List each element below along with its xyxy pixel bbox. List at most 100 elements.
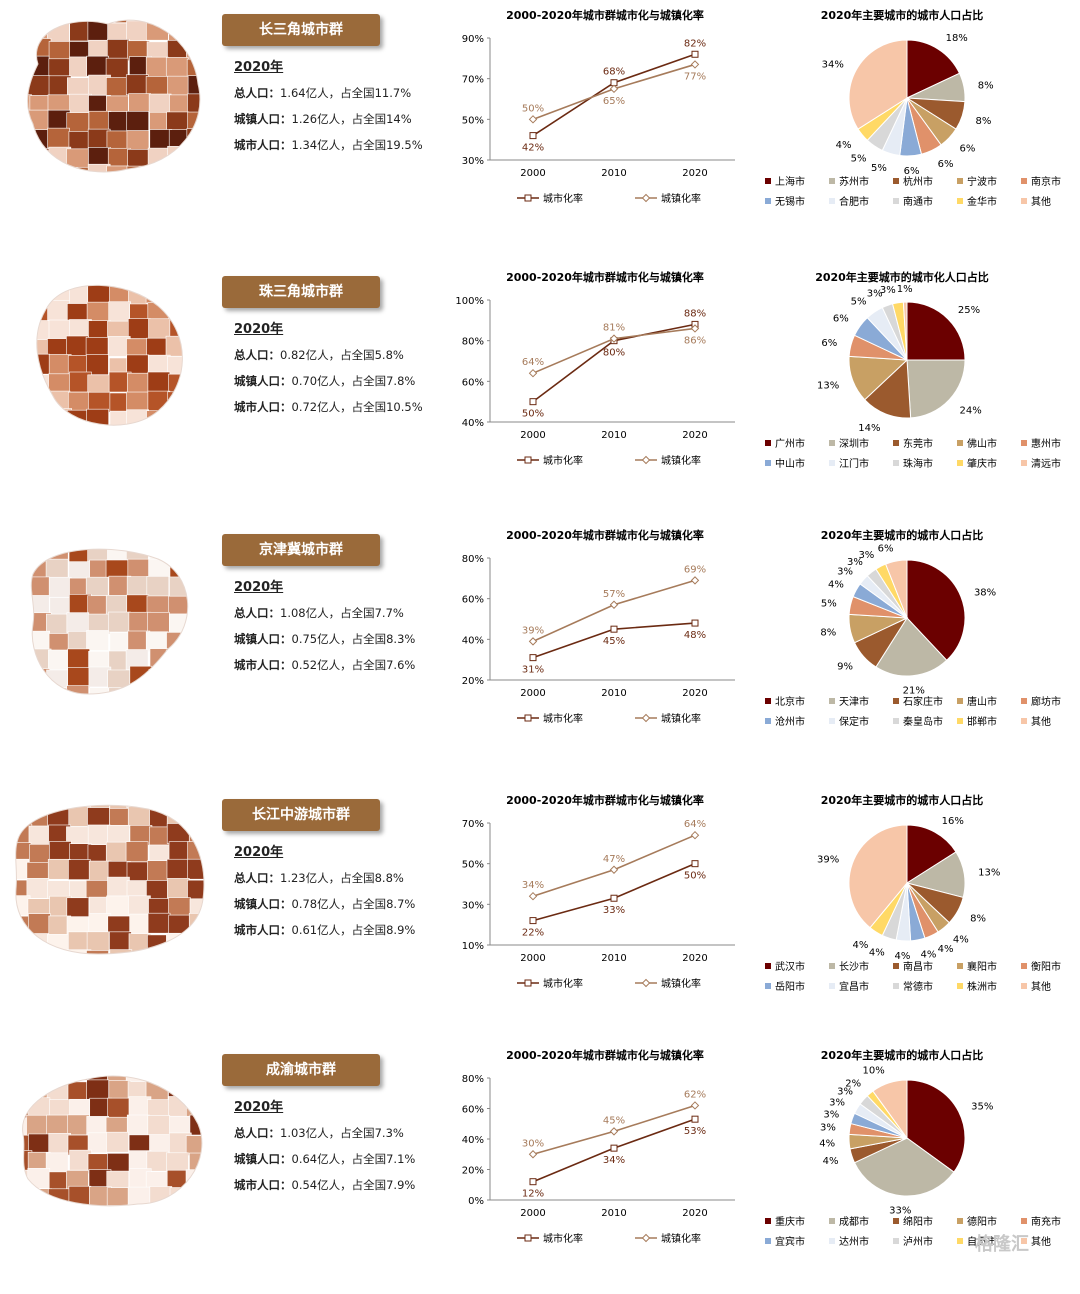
legend-swatch [1021, 718, 1027, 724]
legend-label: 岳阳市 [775, 980, 805, 993]
slice-label: 13% [978, 868, 1000, 879]
legend-swatch [1021, 440, 1027, 446]
legend-label: 无锡市 [775, 195, 805, 208]
legend-swatch [829, 1238, 835, 1244]
x-tick-label: 2000 [520, 688, 545, 699]
x-tick-label: 2020 [682, 688, 707, 699]
slice-label: 3% [823, 1110, 839, 1121]
legend-swatch [829, 718, 835, 724]
x-tick-label: 2020 [682, 168, 707, 179]
slice-label: 4% [853, 940, 869, 951]
legend-label: 天津市 [839, 695, 869, 708]
stat-value: 0.82亿人，占全国5.8% [280, 348, 404, 362]
data-label: 57% [603, 589, 625, 600]
legend-swatch [1021, 1238, 1027, 1244]
legend-swatch [829, 983, 835, 989]
chart-title: 2020年主要城市的城市人口占比 [821, 793, 984, 807]
x-tick-label: 2010 [601, 953, 626, 964]
legend-swatch [765, 983, 771, 989]
legend-label: 城镇化率 [661, 1232, 701, 1245]
legend-swatch [1021, 963, 1027, 969]
stat-value: 0.72亿人，占全国10.5% [291, 400, 423, 414]
legend-label: 武汉市 [775, 960, 805, 973]
y-tick-label: 50% [462, 860, 484, 871]
legend-label: 南京市 [1031, 175, 1061, 188]
legend-label: 宁波市 [967, 175, 997, 188]
cluster-row: 京津冀城市群 2020年 总人口：1.08亿人，占全国7.7% 城镇人口：0.75亿人… [0, 520, 1080, 774]
legend-swatch [893, 460, 899, 466]
legend-label: 其他 [1031, 980, 1051, 993]
legend-swatch [893, 198, 899, 204]
legend-swatch [957, 718, 963, 724]
chart-title: 2020年主要城市的城市化人口占比 [815, 270, 989, 284]
legend-label: 江门市 [839, 457, 869, 470]
pie-chart: 2020年主要城市的城市人口占比 35% 重庆市 33% 成都市 4% 绵阳市 4% 德阳市 3%… [765, 1048, 1061, 1248]
chart-title: 2000-2020年城市群城市化与城镇化率 [506, 528, 704, 542]
data-label: 80% [603, 348, 625, 359]
cluster-info: 2020年 总人口：0.82亿人，占全国5.8% 城镇人口：0.70亿人，占全国7.… [226, 318, 436, 425]
legend-label: 株洲市 [967, 980, 997, 993]
legend-swatch [1021, 460, 1027, 466]
legend-swatch [893, 718, 899, 724]
cluster-name-badge: 京津冀城市群 [222, 534, 380, 566]
legend-swatch [765, 178, 771, 184]
legend-label: 城镇化率 [661, 454, 701, 467]
cluster-row: 珠三角城市群 2020年 总人口：0.82亿人，占全国5.8% 城镇人口：0.70亿人… [0, 262, 1080, 516]
data-point [690, 1101, 700, 1110]
pie-chart: 2020年主要城市的城市人口占比16%武汉市13%长沙市8%南昌市4%襄阳市4%… [765, 793, 1061, 993]
x-tick-label: 2000 [520, 168, 545, 179]
legend-swatch [957, 198, 963, 204]
slice-label: 4% [938, 944, 954, 955]
data-label: 48% [684, 630, 706, 641]
data-point [690, 60, 700, 69]
slice-label: 4% [836, 140, 852, 151]
cluster-name-badge: 长江中游城市群 [222, 799, 380, 831]
watermark-logo: 格隆汇 [975, 1234, 1029, 1255]
pie-slice [902, 301, 908, 361]
slice-label: 3% [829, 1097, 845, 1108]
data-label: 22% [522, 928, 544, 939]
slice-label: 35% [971, 1101, 993, 1112]
pie-slice [906, 359, 966, 419]
legend-swatch [893, 178, 899, 184]
legend-label: 保定市 [839, 715, 869, 728]
year-label: 2020年 [234, 60, 284, 75]
x-tick-label: 2020 [682, 953, 707, 964]
slice-label: 5% [871, 163, 887, 174]
data-point [690, 576, 700, 585]
population-stat: 城市人口：0.72亿人，占全国10.5% [234, 399, 436, 415]
cluster-row: 成渝城市群 2020年 总人口：1.03亿人，占全国7.3% 城镇人口：0.64亿人，… [0, 1040, 1080, 1294]
x-tick-label: 2010 [601, 688, 626, 699]
population-stat: 城市人口：1.34亿人，占全国19.5% [234, 137, 436, 153]
data-label: 62% [684, 1089, 706, 1100]
slice-label: 5% [851, 296, 867, 307]
legend-label: 城市化率 [543, 192, 583, 205]
legend-label: 清远市 [1031, 457, 1061, 470]
pie-slice [885, 559, 908, 619]
year-label: 2020年 [234, 1100, 284, 1115]
legend-label: 城市化率 [543, 1232, 583, 1245]
legend-label: 常德市 [903, 980, 933, 993]
slice-label: 10% [863, 1066, 885, 1077]
data-point [609, 1127, 619, 1136]
pie-slice [906, 301, 966, 361]
data-point [528, 368, 538, 378]
pie-chart: 2020年主要城市的城市化人口占比 25% 广州市 24% 深圳市 14% 东莞市 13% 佛山… [765, 270, 1061, 470]
slice-label: 4% [869, 947, 885, 958]
legend-label: 珠海市 [903, 457, 933, 470]
legend-swatch [829, 698, 835, 704]
cluster-name-badge: 长三角城市群 [222, 14, 380, 46]
data-point [529, 917, 537, 925]
year-label: 2020年 [234, 845, 284, 860]
slice-label: 34% [822, 59, 844, 70]
slice-label: 24% [959, 405, 981, 416]
legend-label: 深圳市 [839, 437, 869, 450]
cluster-info: 2020年 总人口：1.03亿人，占全国7.3% 城镇人口：0.64亿人，占全国7.… [226, 1096, 436, 1203]
legend-swatch [957, 1238, 963, 1244]
legend-swatch [829, 178, 835, 184]
slice-label: 4% [819, 1139, 835, 1150]
legend-label: 宜昌市 [839, 980, 869, 993]
legend-swatch [829, 198, 835, 204]
data-label: 45% [603, 636, 625, 647]
legend-label: 中山市 [775, 457, 805, 470]
